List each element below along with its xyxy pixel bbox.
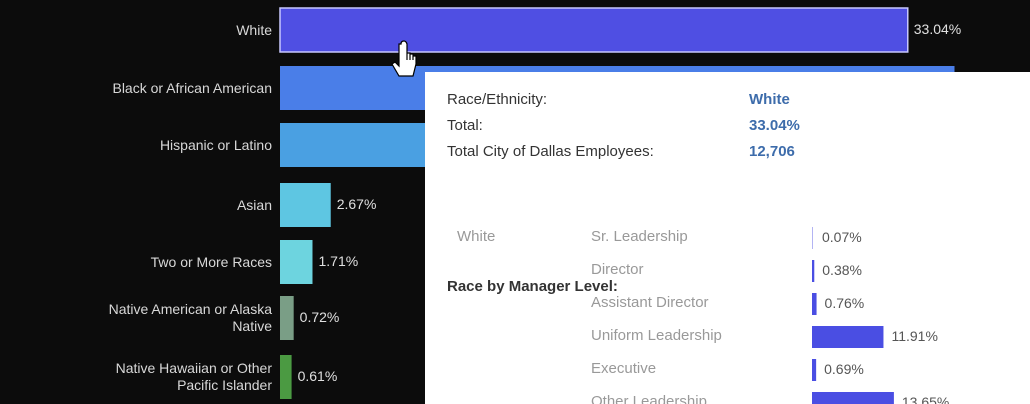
- value-label: 13.65%: [901, 394, 950, 404]
- bar: [812, 260, 815, 282]
- value-label: 2.67%: [336, 196, 377, 212]
- category-label: Uniform Leadership: [591, 327, 722, 344]
- tooltip-row-label: White: [457, 228, 496, 245]
- tooltip-field-value: White: [749, 91, 790, 108]
- bar: [812, 392, 894, 404]
- category-label: Native Hawaiian or Other Pacific Islande…: [115, 360, 272, 393]
- value-label: 33.04%: [913, 21, 962, 37]
- category-label: Executive: [591, 360, 657, 377]
- category-label: Native American or Alaska Native: [108, 301, 272, 334]
- bar: [280, 296, 294, 340]
- value-label: 11.91%: [891, 328, 938, 344]
- bar: [812, 293, 817, 315]
- tooltip-field-value: 33.04%: [749, 117, 800, 134]
- value-label: 0.72%: [299, 309, 340, 325]
- category-label: Director: [591, 261, 644, 278]
- bar: [812, 326, 884, 348]
- category-label: Sr. Leadership: [591, 228, 688, 245]
- category-label: Two or More Races: [150, 253, 272, 270]
- category-label: Hispanic or Latino: [159, 136, 272, 153]
- value-label: 0.38%: [822, 262, 862, 278]
- value-label: 0.69%: [824, 361, 864, 377]
- tooltip: Race by Manager Level: White Race/Ethnic…: [425, 72, 1030, 404]
- value-label: 0.61%: [297, 368, 338, 384]
- category-label: Black or African American: [112, 79, 272, 96]
- bar: [279, 7, 909, 53]
- tooltip-chart: [812, 227, 894, 404]
- bar: [280, 240, 313, 284]
- tooltip-field-label: Race/Ethnicity:: [447, 91, 548, 108]
- value-label: 0.07%: [822, 229, 862, 245]
- value-label: 0.76%: [824, 295, 865, 311]
- bar: [812, 359, 817, 381]
- value-label: 1.71%: [318, 253, 359, 269]
- category-label: Assistant Director: [591, 294, 709, 311]
- bar: [280, 355, 292, 399]
- category-label: Asian: [236, 196, 272, 213]
- category-label: White: [236, 21, 272, 38]
- tooltip-field-value: 12,706: [749, 143, 795, 160]
- bar: [280, 183, 331, 227]
- category-label: Other Leadership: [591, 393, 707, 404]
- tooltip-field-label: Total:: [447, 117, 483, 134]
- tooltip-field-label: Total City of Dallas Employees:: [447, 143, 654, 160]
- tooltip-section-title: Race by Manager Level:: [447, 278, 618, 295]
